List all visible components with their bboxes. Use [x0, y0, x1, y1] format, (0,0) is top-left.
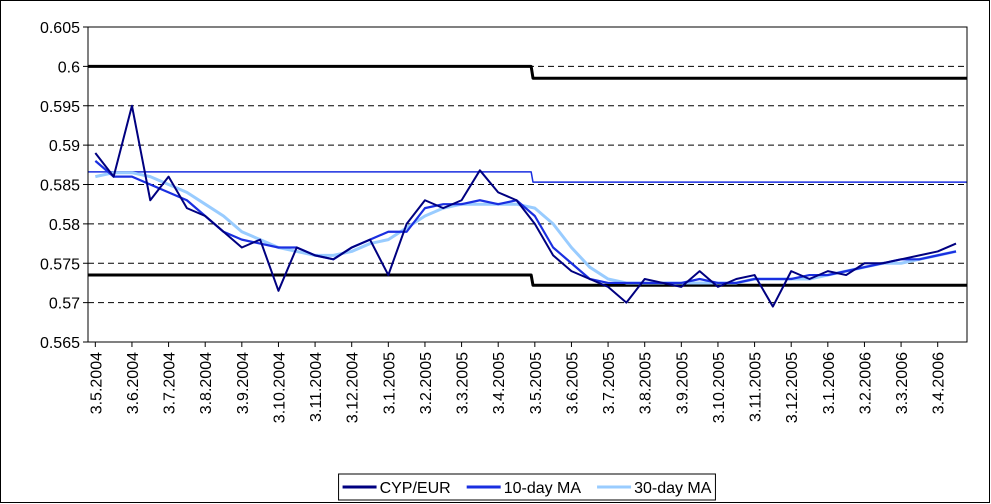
x-tick-label: 3.8.2004 — [198, 352, 215, 414]
series-line — [94, 160, 957, 285]
plot-border — [87, 26, 968, 343]
band-line — [88, 64, 967, 80]
series-line — [94, 104, 957, 308]
y-tick-label: 0.58 — [49, 217, 80, 234]
legend-box — [338, 473, 716, 501]
y-tick-label: 0.585 — [40, 178, 80, 195]
x-tick-label: 3.2.2005 — [418, 352, 435, 414]
x-tick-label: 3.3.2005 — [455, 352, 472, 414]
x-tick-label: 3.1.2006 — [821, 352, 838, 414]
x-tick-label: 3.11.2005 — [748, 352, 765, 422]
band-line — [88, 273, 967, 287]
x-tick-label: 3.12.2004 — [345, 352, 362, 423]
x-tick-label: 3.4.2005 — [491, 352, 508, 414]
x-tick-label: 3.4.2006 — [931, 352, 948, 414]
y-tick-label: 0.57 — [49, 296, 80, 313]
y-tick-label: 0.565 — [40, 335, 80, 352]
x-tick-label: 3.9.2005 — [674, 352, 691, 414]
x-tick-label: 3.7.2004 — [162, 352, 179, 414]
y-tick-label: 0.575 — [40, 256, 80, 273]
x-tick-label: 3.1.2005 — [381, 352, 398, 414]
x-tick-label: 3.8.2005 — [638, 352, 655, 414]
x-tick-label: 3.6.2004 — [125, 352, 142, 414]
x-tick-label: 3.6.2005 — [564, 352, 581, 414]
y-tick-label: 0.59 — [49, 138, 80, 155]
x-tick-label: 3.2.2006 — [857, 352, 874, 414]
x-tick-label: 3.9.2004 — [235, 352, 252, 414]
x-tick-label: 3.5.2005 — [528, 352, 545, 414]
x-tick-label: 3.11.2004 — [308, 352, 325, 422]
y-tick-label: 0.595 — [40, 99, 80, 116]
legend: CYP/EUR 10-day MA 30-day MA — [338, 473, 716, 501]
x-tick-label: 3.7.2005 — [601, 352, 618, 414]
band-line — [88, 171, 967, 183]
legend-label: 10-day MA — [504, 480, 582, 497]
y-tick-label: 0.6 — [58, 59, 80, 76]
legend-label: CYP/EUR — [380, 480, 451, 497]
legend-label: 30-day MA — [634, 480, 712, 497]
x-tick-label: 3.5.2004 — [88, 352, 105, 414]
x-tick-label: 3.12.2005 — [784, 352, 801, 423]
x-tick-label: 3.10.2005 — [711, 352, 728, 423]
x-tick-label: 3.3.2006 — [894, 352, 911, 414]
x-tick-label: 3.10.2004 — [271, 352, 288, 423]
y-tick-label: 0.605 — [40, 20, 80, 37]
